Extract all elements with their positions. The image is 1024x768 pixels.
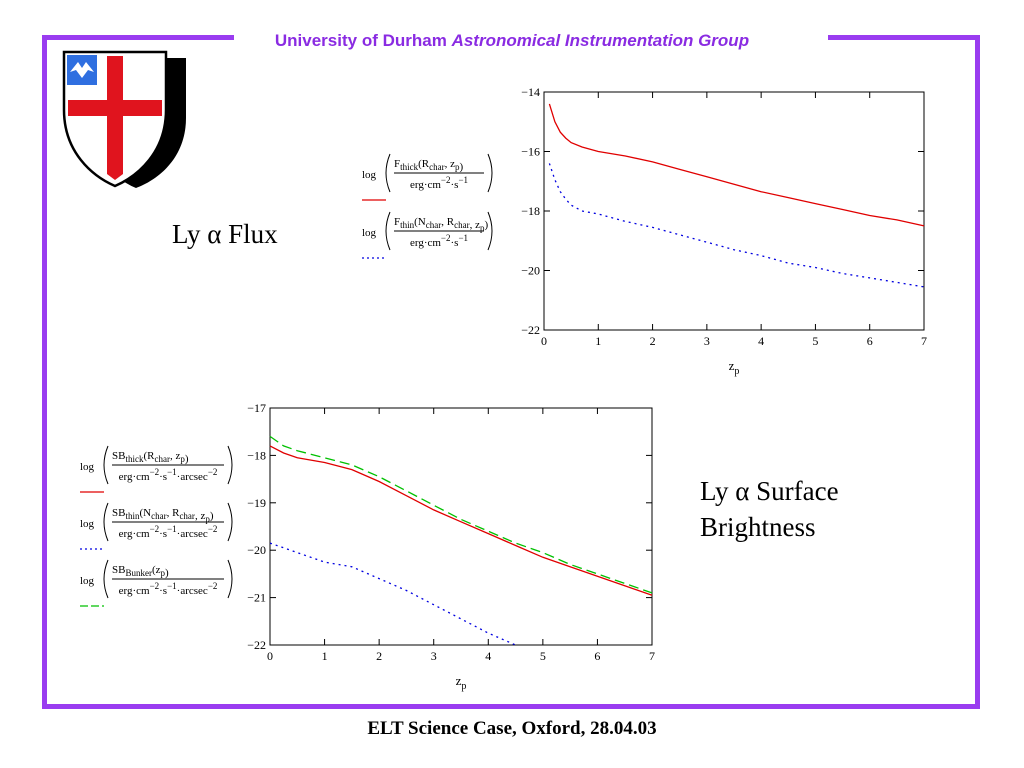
legend-denominator: erg·cm−2·s−1·arcsec−2 [119, 467, 218, 483]
y-tick-label: −16 [521, 145, 540, 159]
y-tick-label: −21 [247, 591, 266, 605]
flux-title: Ly α Flux [172, 219, 278, 249]
legend-denominator: erg·cm−2·s−1·arcsec−2 [119, 524, 218, 540]
legend-paren-left [103, 559, 109, 599]
frame-left [42, 35, 47, 709]
footer: ELT Science Case, Oxford, 28.04.03 [367, 718, 657, 739]
frame-bottom [42, 704, 980, 709]
legend-paren-left [385, 153, 391, 193]
x-tick-label: 4 [485, 649, 491, 663]
legend-paren-right [487, 211, 493, 251]
y-tick-label: −22 [247, 638, 266, 652]
legend-numerator: Fthin(Nchar, Rchar, zp) [394, 216, 488, 233]
legend-log: log [362, 227, 377, 239]
plot-frame [543, 91, 925, 331]
x-axis-label-sub: p [461, 681, 466, 692]
flux-chart: 0 1 2 3 4 5 6 7 −14 −16 −18 −20 −22 zp [521, 85, 927, 377]
legend-numerator: SBBunker(zp) [112, 564, 169, 579]
x-tick-label: 3 [704, 334, 710, 348]
x-tick-label: 7 [921, 334, 927, 348]
x-tick-label: 2 [376, 649, 382, 663]
y-tick-label: −20 [247, 543, 266, 557]
x-tick-label: 6 [867, 334, 873, 348]
series-thin-line [548, 163, 925, 288]
x-tick-label: 0 [267, 649, 273, 663]
y-tick-label: −14 [521, 85, 540, 99]
x-tick-label: 1 [595, 334, 601, 348]
legend-paren-left [103, 445, 109, 485]
x-tick-label: 0 [541, 334, 547, 348]
y-tick-label: −20 [521, 264, 540, 278]
legend-denominator: erg·cm−2·s−1 [410, 175, 468, 191]
x-tick-label: 5 [812, 334, 818, 348]
frame-top-right [828, 35, 980, 40]
legend-paren-right [227, 445, 233, 485]
series-thin-line [269, 542, 516, 646]
sb-title-line2: Brightness [700, 512, 816, 542]
legend-numerator: SBthick(Rchar, zp) [112, 450, 189, 465]
y-tick-label: −19 [247, 496, 266, 510]
frame-top-left [42, 35, 234, 40]
legend-numerator: Fthick(Rchar, zp) [394, 158, 464, 173]
x-tick-label: 5 [540, 649, 546, 663]
x-axis-label: zp [456, 673, 467, 692]
x-tick-label: 2 [650, 334, 656, 348]
x-tick-label: 6 [594, 649, 600, 663]
x-tick-label: 4 [758, 334, 764, 348]
sb-title: Ly α Surface Brightness [700, 473, 839, 545]
y-tick-label: −18 [247, 448, 266, 462]
series-thick-line [548, 103, 925, 227]
legend-log: log [80, 461, 95, 473]
legend-denominator: erg·cm−2·s−1·arcsec−2 [119, 581, 218, 597]
legend-paren-right [487, 153, 493, 193]
legend-log: log [80, 518, 95, 530]
header: University of Durham Astronomical Instru… [0, 31, 1024, 51]
legend-paren-right [227, 502, 233, 542]
x-axis-label-main: z [456, 673, 462, 688]
y-tick-label: −22 [521, 323, 540, 337]
x-tick-label: 1 [322, 649, 328, 663]
legend-denominator: erg·cm−2·s−1 [410, 233, 468, 249]
sb-legend: log SBthick(Rchar, zp) erg·cm−2·s−1·arcsec… [80, 445, 233, 607]
series-bunker-line [269, 435, 653, 594]
header-group: Astronomical Instrumentation Group [451, 31, 750, 50]
frame-right [975, 35, 980, 709]
plot-frame [269, 407, 653, 646]
series-thick-line [269, 445, 653, 596]
y-tick-label: −17 [247, 401, 266, 415]
sb-title-line1: Ly α Surface [700, 476, 839, 506]
x-tick-label: 3 [431, 649, 437, 663]
flux-legend: log Fthick(Rchar, zp) erg·cm−2·s−1 log Fthin… [362, 153, 493, 259]
sb-chart: 0 1 2 3 4 5 6 7 −17 −18 −19 −20 −21 −22 zp [247, 401, 655, 692]
legend-paren-left [103, 502, 109, 542]
legend-log: log [362, 169, 377, 181]
durham-crest-logo [62, 50, 186, 188]
x-axis-label-main: z [729, 358, 735, 373]
legend-paren-left [385, 211, 391, 251]
legend-numerator: SBthin(Nchar, Rchar, zp) [112, 507, 214, 524]
x-axis-label: zp [729, 358, 740, 377]
legend-log: log [80, 575, 95, 587]
y-tick-label: −18 [521, 204, 540, 218]
header-university: University of Durham [274, 31, 447, 50]
x-axis-label-sub: p [734, 366, 739, 377]
x-tick-label: 7 [649, 649, 655, 663]
legend-paren-right [227, 559, 233, 599]
